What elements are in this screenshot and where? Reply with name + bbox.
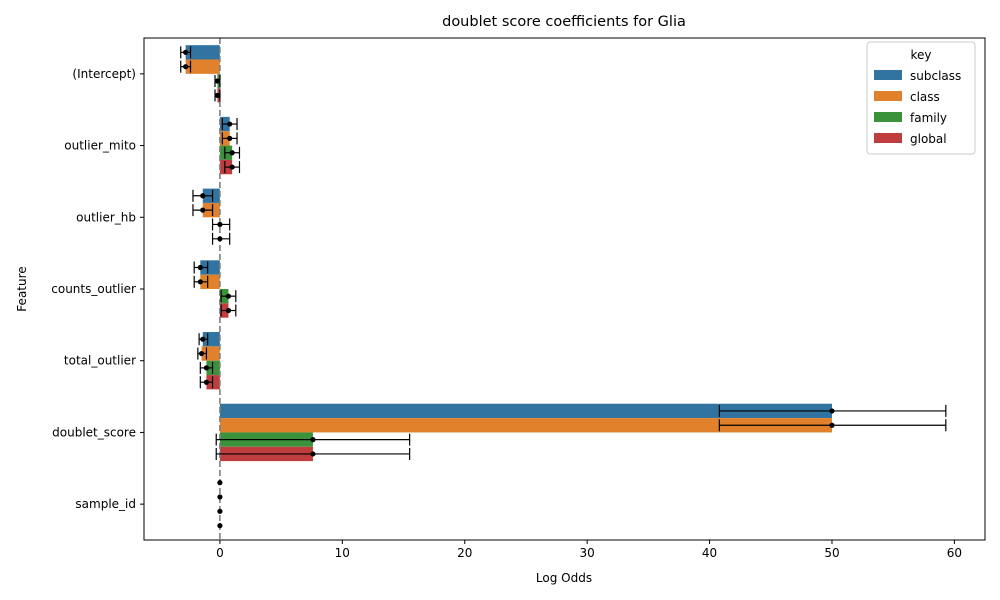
point-subclass bbox=[200, 193, 206, 199]
y-tick-label: counts_outlier bbox=[51, 282, 136, 296]
point-class bbox=[198, 350, 205, 357]
point-subclass bbox=[197, 264, 203, 271]
point-class bbox=[183, 64, 189, 70]
legend-label-subclass: subclass bbox=[910, 69, 961, 83]
x-tick-label: 0 bbox=[216, 546, 224, 560]
y-tick-label: sample_id bbox=[75, 497, 136, 511]
point-global bbox=[310, 451, 316, 457]
bar-global bbox=[206, 375, 220, 390]
x-tick-label: 30 bbox=[580, 546, 595, 560]
point-global bbox=[214, 92, 221, 98]
y-tick-label: total_outlier bbox=[64, 354, 136, 368]
y-tick-label: doublet_score bbox=[52, 425, 136, 439]
axes: 0 10 20 30 40 50 60 (Intercept) outlier_mitooutl… bbox=[51, 67, 962, 560]
plot-frame bbox=[143, 37, 986, 541]
point-family bbox=[217, 508, 223, 514]
x-tick-label: 10 bbox=[335, 546, 350, 560]
bar-subclass bbox=[219, 403, 832, 419]
point-global bbox=[225, 307, 232, 314]
legend-title: key bbox=[910, 48, 931, 62]
point-global bbox=[229, 164, 235, 170]
point-class bbox=[227, 135, 233, 141]
point-subclass bbox=[829, 408, 835, 414]
x-tick-label: 50 bbox=[824, 546, 839, 560]
bar-family bbox=[206, 360, 220, 376]
legend-swatch-global bbox=[874, 133, 902, 143]
point-family bbox=[310, 437, 316, 443]
point-global bbox=[217, 523, 223, 529]
point-class bbox=[200, 207, 206, 213]
legend-swatch-class bbox=[874, 91, 902, 101]
y-tick-label: outlier_mito bbox=[64, 139, 136, 153]
point-global bbox=[203, 379, 210, 385]
x-tick-label: 20 bbox=[457, 546, 472, 560]
point-subclass bbox=[227, 121, 233, 127]
point-family bbox=[217, 221, 223, 228]
point-family bbox=[225, 293, 232, 299]
point-subclass bbox=[183, 49, 189, 55]
y-tick-label: outlier_hb bbox=[76, 210, 136, 224]
legend-label-family: family bbox=[910, 111, 947, 125]
x-axis-label: Log Odds bbox=[536, 571, 592, 585]
legend: key subclass class family global bbox=[866, 41, 976, 155]
plot-area bbox=[180, 38, 947, 540]
legend-label-class: class bbox=[910, 90, 940, 104]
bar-subclass bbox=[202, 332, 220, 347]
point-family bbox=[229, 150, 235, 156]
point-class bbox=[197, 279, 203, 285]
point-family bbox=[214, 78, 221, 84]
bar-class bbox=[219, 418, 832, 433]
bar-subclass bbox=[200, 260, 220, 275]
legend-swatch-family bbox=[874, 112, 902, 122]
x-tick-label: 60 bbox=[947, 546, 962, 560]
y-tick-label: (Intercept) bbox=[72, 67, 136, 81]
legend-swatch-subclass bbox=[874, 70, 902, 80]
bar-class bbox=[185, 59, 220, 74]
bar-class bbox=[200, 274, 220, 289]
point-class bbox=[829, 422, 835, 428]
point-class bbox=[217, 494, 223, 500]
bar-subclass bbox=[185, 45, 220, 60]
point-global bbox=[217, 236, 223, 242]
point-subclass bbox=[217, 480, 223, 486]
y-axis-label: Feature bbox=[15, 266, 29, 311]
x-tick-label: 40 bbox=[702, 546, 717, 560]
point-subclass bbox=[200, 336, 206, 342]
legend-label-global: global bbox=[910, 132, 947, 146]
chart-title: doublet score coefficients for Glia bbox=[442, 14, 686, 30]
point-family bbox=[203, 365, 210, 371]
